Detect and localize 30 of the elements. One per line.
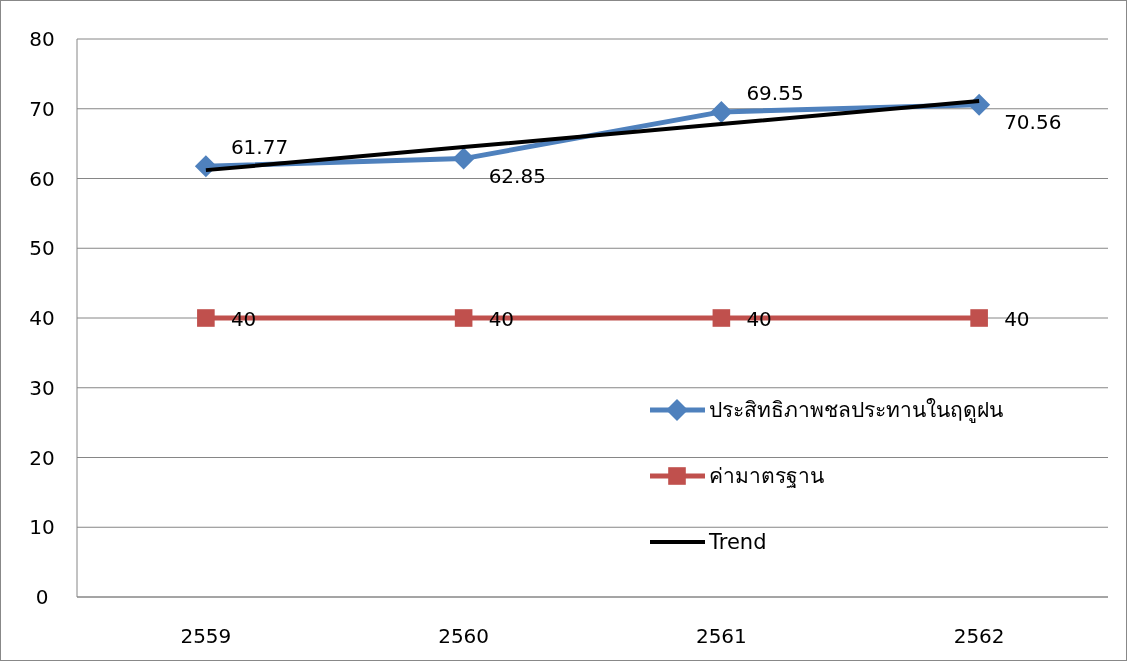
legend-label: ค่ามาตรฐาน [709, 464, 824, 488]
point [452, 147, 475, 170]
data-label: 61.77 [230, 135, 289, 160]
y-tick-label: 70 [29, 96, 55, 121]
point [712, 309, 731, 327]
data-label: 40 [746, 307, 772, 331]
x-tick-label: 2562 [953, 624, 1005, 648]
data-label: 62.85 [488, 163, 546, 188]
y-tick-label: 0 [35, 585, 49, 609]
y-tick-label: 20 [29, 445, 55, 470]
data-label: 40 [488, 307, 515, 331]
legend-label: Trend [708, 530, 767, 554]
y-tick-label: 30 [29, 375, 55, 400]
y-tick-label: 80 [29, 27, 55, 51]
point [197, 309, 215, 327]
point [710, 100, 733, 123]
x-tick-label: 2561 [695, 624, 747, 648]
data-label: 40 [1004, 307, 1030, 331]
point [970, 309, 988, 327]
x-tick-label: 2559 [180, 624, 232, 648]
x-tick-label: 2560 [438, 624, 490, 648]
y-tick-label: 60 [29, 166, 55, 191]
legend-label: ประสิทธิภาพชลประทานในฤดูฝน [709, 398, 1003, 423]
y-tick-label: 10 [29, 515, 55, 540]
point [454, 309, 473, 327]
data-label: 70.56 [1004, 109, 1062, 134]
y-tick-label: 40 [29, 306, 55, 330]
y-tick-label: 50 [29, 236, 55, 261]
data-label: 40 [230, 307, 257, 331]
data-label: 69.55 [746, 80, 804, 105]
